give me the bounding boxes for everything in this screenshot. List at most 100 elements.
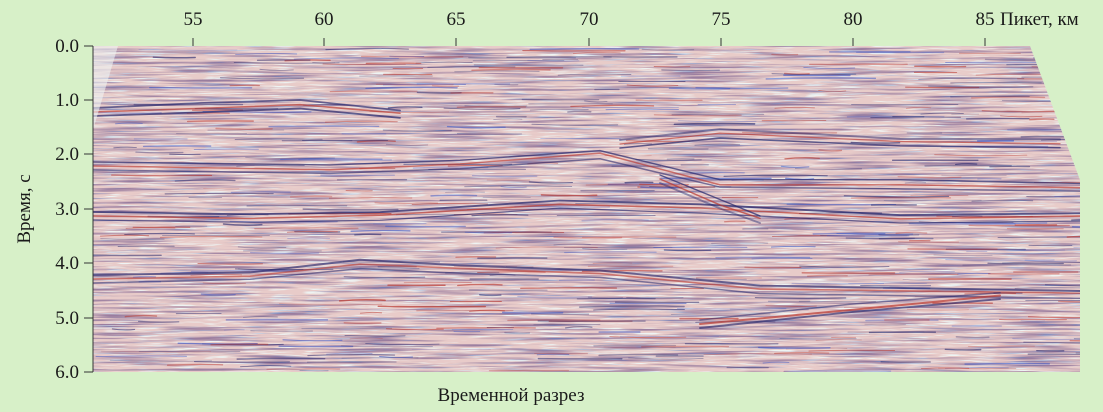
seismic-trace [723, 174, 828, 177]
seismic-trace [495, 246, 598, 249]
seismic-trace [905, 106, 932, 109]
seismic-trace [138, 49, 238, 51]
seismic-trace [343, 276, 426, 279]
seismic-trace [774, 107, 815, 109]
seismic-trace [593, 308, 685, 311]
seismic-trace [928, 85, 1034, 88]
seismic-trace [1076, 101, 1080, 104]
seismic-trace [572, 52, 621, 54]
seismic-trace [803, 67, 856, 69]
seismic-trace [443, 107, 521, 110]
seismic-trace [356, 139, 396, 143]
seismic-trace [770, 245, 816, 248]
seismic-trace [382, 129, 452, 132]
seismic-horizon [93, 199, 1080, 216]
seismic-trace [1066, 235, 1080, 238]
seismic-trace [673, 122, 756, 126]
seismic-trace [454, 70, 540, 73]
seismic-trace [951, 215, 983, 218]
x-tick-label: 65 [447, 9, 466, 30]
seismic-trace [957, 272, 991, 275]
seismic-trace [677, 120, 757, 123]
seismic-trace [938, 367, 1017, 370]
seismic-trace [1077, 52, 1080, 55]
seismic-trace [918, 77, 1025, 80]
seismic-trace [818, 149, 843, 152]
seismic-trace [387, 106, 423, 109]
seismic-trace [895, 231, 928, 235]
seismic-trace [457, 283, 503, 287]
seismic-trace [159, 236, 263, 238]
seismic-trace [365, 86, 458, 90]
seismic-trace [553, 236, 623, 239]
seismic-trace [581, 218, 649, 222]
seismic-trace [540, 194, 598, 197]
seismic-trace [529, 108, 589, 111]
seismic-trace [233, 62, 340, 64]
seismic-horizon [659, 182, 761, 224]
seismic-horizon [93, 158, 1080, 192]
seismic-trace [758, 346, 831, 349]
y-tick-label: 5.0 [55, 308, 79, 329]
seismic-trace [341, 357, 419, 359]
seismic-trace [190, 273, 243, 276]
seismic-trace [850, 141, 901, 144]
seismic-trace [501, 311, 564, 314]
seismic-trace [464, 231, 513, 234]
seismic-trace [582, 248, 628, 251]
y-tick-label: 0.0 [55, 36, 79, 57]
x-axis-title: Пикет, км [1000, 9, 1079, 30]
seismic-trace [944, 348, 982, 351]
seismic-trace [897, 176, 962, 179]
seismic-horizon [93, 103, 401, 115]
seismic-trace [529, 48, 640, 50]
seismic-trace [166, 363, 224, 366]
seismic-trace [579, 305, 685, 308]
seismic-trace [493, 118, 523, 120]
seismic-trace [132, 275, 157, 278]
seismic-trace [240, 365, 292, 368]
seismic-trace [138, 351, 241, 353]
seismic-horizon [93, 207, 1080, 224]
seismic-trace [365, 343, 440, 345]
seismic-trace [765, 305, 817, 307]
seismic-trace [469, 309, 505, 312]
seismic-trace [215, 127, 273, 130]
seismic-trace [507, 319, 601, 322]
seismic-trace [359, 311, 383, 314]
seismic-trace [898, 241, 960, 244]
seismic-trace [350, 229, 411, 232]
seismic-trace [955, 336, 990, 339]
seismic-trace [592, 262, 633, 264]
seismic-trace [500, 186, 527, 189]
seismic-trace [641, 48, 695, 51]
seismic-trace [904, 181, 927, 184]
seismic-trace [920, 367, 970, 369]
seismic-trace [843, 195, 950, 198]
seismic-trace [907, 248, 998, 251]
seismic-trace [1075, 81, 1080, 85]
seismic-trace [1020, 135, 1070, 138]
seismic-trace [111, 174, 213, 177]
seismic-horizon [93, 149, 1080, 185]
seismic-trace [99, 234, 150, 237]
seismic-trace [100, 238, 165, 240]
seismic-trace [1028, 244, 1073, 247]
seismic-trace [111, 328, 136, 331]
section-top-corner-mask [93, 46, 118, 130]
seismic-trace [794, 168, 863, 170]
seismic-trace [483, 231, 565, 234]
seismic-trace [436, 326, 536, 329]
seismic-trace [553, 243, 591, 246]
seismic-trace [197, 263, 263, 265]
seismic-horizon [699, 294, 1001, 325]
seismic-trace [818, 90, 847, 92]
seismic-trace [878, 234, 920, 236]
seismic-trace [210, 343, 269, 346]
seismic-trace [338, 299, 386, 302]
seismic-trace [236, 164, 305, 167]
seismic-trace [142, 145, 212, 148]
seismic-trace [1023, 341, 1080, 344]
x-tick-label: 85 [976, 9, 995, 30]
